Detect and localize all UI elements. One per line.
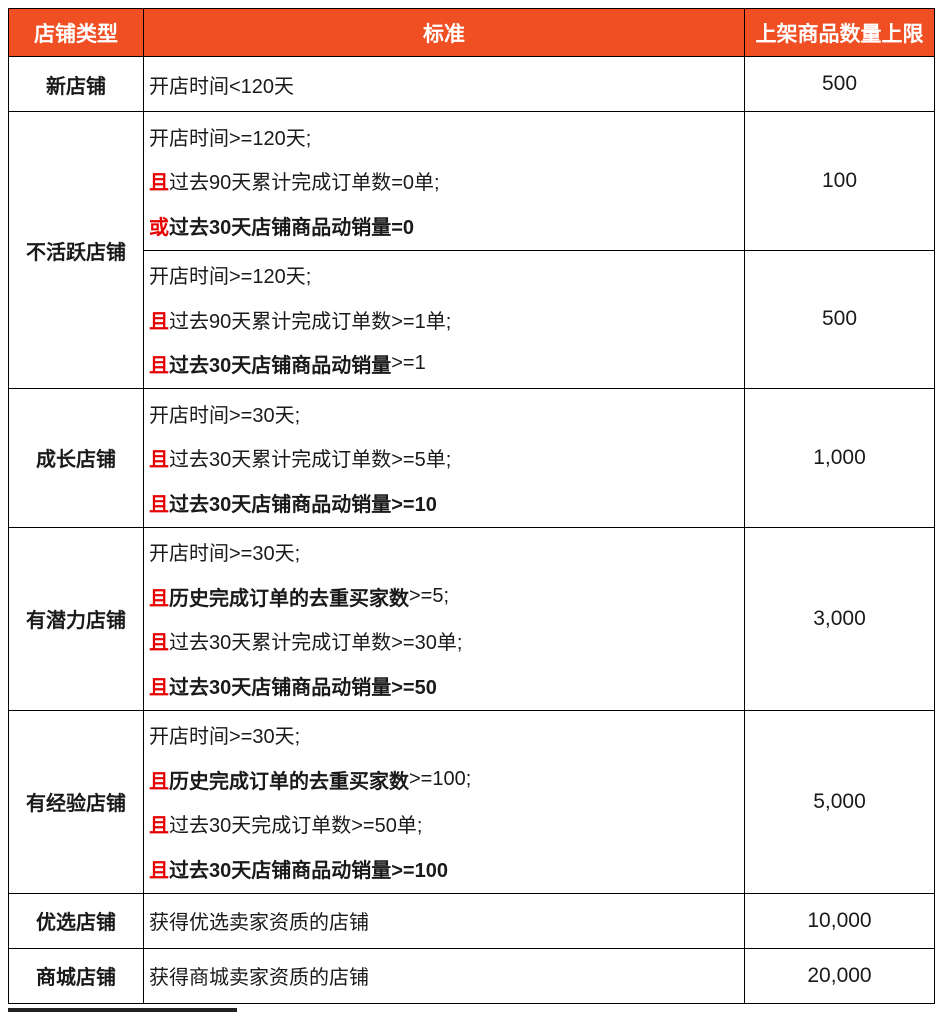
- criteria-connector-emphasis: 且: [149, 770, 169, 793]
- criteria-line: 或过去30天店铺商品动销量=0: [149, 203, 740, 248]
- criteria-text: 开店时间>=120天;: [149, 127, 312, 150]
- limit-cell: 500: [744, 249, 935, 389]
- criteria-connector-emphasis: 或: [149, 216, 169, 239]
- criteria-line: 且过去30天店铺商品动销量>=100: [149, 846, 740, 891]
- shop-type-cell: 优选店铺: [8, 892, 144, 949]
- criteria-line: 且过去30天店铺商品动销量 >=1: [149, 342, 740, 387]
- limit-cell: 10,000: [744, 892, 935, 949]
- criteria-connector-emphasis: 且: [149, 310, 169, 333]
- shop-type-cell: 有潜力店铺: [8, 526, 144, 711]
- criteria-text: 开店时间>=30天;: [149, 404, 301, 427]
- criteria-cell: 开店时间>=30天; 且历史完成订单的去重买家数 >=100; 且过去30天完成订单数…: [143, 709, 745, 894]
- criteria-cell: 开店时间>=30天; 且历史完成订单的去重买家数 >=5; 且过去30天累计完成订单数…: [143, 526, 745, 711]
- table-row: 商城店铺 获得商城卖家资质的店铺 20,000: [8, 947, 935, 1004]
- limit-cell: 500: [744, 56, 935, 112]
- criteria-connector-emphasis: 且: [149, 493, 169, 516]
- criteria-connector-emphasis: 且: [149, 632, 169, 655]
- criteria-line: 开店时间>=30天;: [149, 530, 740, 575]
- criteria-line: 获得商城卖家资质的店铺: [149, 951, 740, 1001]
- criteria-text: 开店时间>=30天;: [149, 726, 301, 749]
- shop-type-table: 店铺类型 标准 上架商品数量上限 新店铺 开店时间<120天 500 不活跃店铺 开店时…: [8, 8, 935, 1004]
- criteria-text: 获得商城卖家资质的店铺: [149, 967, 369, 989]
- criteria-text: 开店时间>=30天;: [149, 543, 301, 566]
- criteria-text: 过去30天店铺商品动销量=0: [169, 216, 415, 239]
- criteria-line: 且过去90天累计完成订单数>=1单;: [149, 297, 740, 342]
- criteria-cell: 开店时间>=120天; 且过去90天累计完成订单数=0单; 或过去30天店铺商品动销…: [143, 111, 745, 251]
- criteria-connector-emphasis: 且: [149, 172, 169, 195]
- criteria-line: 开店时间<120天: [149, 59, 740, 109]
- criteria-text: 过去30天累计完成订单数>=30单;: [169, 632, 463, 655]
- column-header-listing-limit: 上架商品数量上限: [744, 8, 935, 57]
- criteria-text: >=1: [391, 352, 426, 375]
- shop-type-cell: 成长店铺: [8, 388, 144, 528]
- criteria-connector-emphasis: 且: [149, 676, 169, 699]
- criteria-cell: 获得商城卖家资质的店铺: [143, 947, 745, 1004]
- criteria-connector-emphasis: 且: [149, 815, 169, 838]
- criteria-connector-emphasis: 且: [149, 587, 169, 610]
- criteria-connector-emphasis: 且: [149, 449, 169, 472]
- criteria-line: 且历史完成订单的去重买家数 >=100;: [149, 757, 740, 802]
- criteria-line: 且过去30天店铺商品动销量>=10: [149, 480, 740, 525]
- limit-cell: 100: [744, 111, 935, 251]
- table-row: 有潜力店铺 开店时间>=30天; 且历史完成订单的去重买家数 >=5; 且过去30天累计…: [8, 526, 935, 711]
- criteria-connector-emphasis: 且: [149, 355, 169, 378]
- criteria-text: >=5;: [409, 584, 450, 607]
- criteria-line: 且过去30天店铺商品动销量>=50: [149, 663, 740, 708]
- criteria-line: 获得优选卖家资质的店铺: [149, 896, 740, 946]
- criteria-line: 开店时间>=120天;: [149, 253, 740, 298]
- limit-cell: 20,000: [744, 947, 935, 1004]
- criteria-cell: 获得优选卖家资质的店铺: [143, 892, 745, 949]
- criteria-text: 过去30天店铺商品动销量>=10: [169, 493, 437, 516]
- limit-cell: 3,000: [744, 526, 935, 711]
- table-body: 新店铺 开店时间<120天 500 不活跃店铺 开店时间>=120天; 且过去90天累计完…: [8, 56, 935, 1004]
- criteria-text: 过去30天店铺商品动销量: [169, 355, 392, 378]
- criteria-cell: 开店时间>=30天; 且过去30天累计完成订单数>=5单; 且过去30天店铺商品动销…: [143, 388, 745, 528]
- criteria-text: 过去90天累计完成订单数=0单;: [169, 172, 440, 195]
- criteria-text: 过去90天累计完成订单数>=1单;: [169, 310, 452, 333]
- table-header-row: 店铺类型 标准 上架商品数量上限: [8, 8, 935, 57]
- criteria-line: 且过去30天累计完成订单数>=5单;: [149, 436, 740, 481]
- shop-type-cell: 商城店铺: [8, 947, 144, 1004]
- criteria-text: 过去30天完成订单数>=50单;: [169, 815, 423, 838]
- criteria-line: 开店时间>=30天;: [149, 713, 740, 758]
- table-row: 优选店铺 获得优选卖家资质的店铺 10,000: [8, 892, 935, 949]
- criteria-cell: 开店时间<120天: [143, 56, 745, 112]
- criteria-text: 过去30天累计完成订单数>=5单;: [169, 449, 452, 472]
- table-row: 有经验店铺 开店时间>=30天; 且历史完成订单的去重买家数 >=100; 且过去30天…: [8, 709, 935, 894]
- table-row: 开店时间>=120天; 且过去90天累计完成订单数>=1单; 且过去30天店铺商品动…: [9, 249, 935, 389]
- criteria-text: 过去30天店铺商品动销量>=100: [169, 859, 448, 882]
- criteria-cell: 开店时间>=120天; 且过去90天累计完成订单数>=1单; 且过去30天店铺商品动…: [143, 249, 745, 389]
- criteria-text: >=100;: [409, 767, 472, 790]
- shop-type-cell: 有经验店铺: [8, 709, 144, 894]
- criteria-text: 开店时间<120天: [149, 75, 295, 98]
- limit-cell: 1,000: [744, 388, 935, 528]
- column-header-shop-type: 店铺类型: [8, 8, 144, 57]
- column-header-standard: 标准: [143, 8, 745, 57]
- criteria-text: 获得优选卖家资质的店铺: [149, 912, 369, 934]
- criteria-connector-emphasis: 且: [149, 859, 169, 882]
- limit-cell: 5,000: [744, 709, 935, 894]
- criteria-line: 开店时间>=120天;: [149, 114, 740, 159]
- criteria-text: 历史完成订单的去重买家数: [169, 770, 409, 793]
- table-row: 不活跃店铺 开店时间>=120天; 且过去90天累计完成订单数=0单; 或过去30天店…: [8, 111, 935, 389]
- criteria-text: 过去30天店铺商品动销量>=50: [169, 676, 437, 699]
- criteria-line: 且过去90天累计完成订单数=0单;: [149, 159, 740, 204]
- criteria-line: 且历史完成订单的去重买家数 >=5;: [149, 574, 740, 619]
- shop-type-cell: 新店铺: [8, 56, 144, 112]
- criteria-text: 开店时间>=120天;: [149, 266, 312, 289]
- criteria-line: 且过去30天累计完成订单数>=30单;: [149, 619, 740, 664]
- criteria-line: 且过去30天完成订单数>=50单;: [149, 802, 740, 847]
- cropped-next-section-edge: [8, 1008, 237, 1012]
- criteria-text: 历史完成订单的去重买家数: [169, 587, 409, 610]
- table-row: 新店铺 开店时间<120天 500: [8, 56, 935, 112]
- table-row: 成长店铺 开店时间>=30天; 且过去30天累计完成订单数>=5单; 且过去30天店铺…: [8, 388, 935, 528]
- criteria-line: 开店时间>=30天;: [149, 391, 740, 436]
- shop-type-cell: 不活跃店铺: [8, 111, 144, 389]
